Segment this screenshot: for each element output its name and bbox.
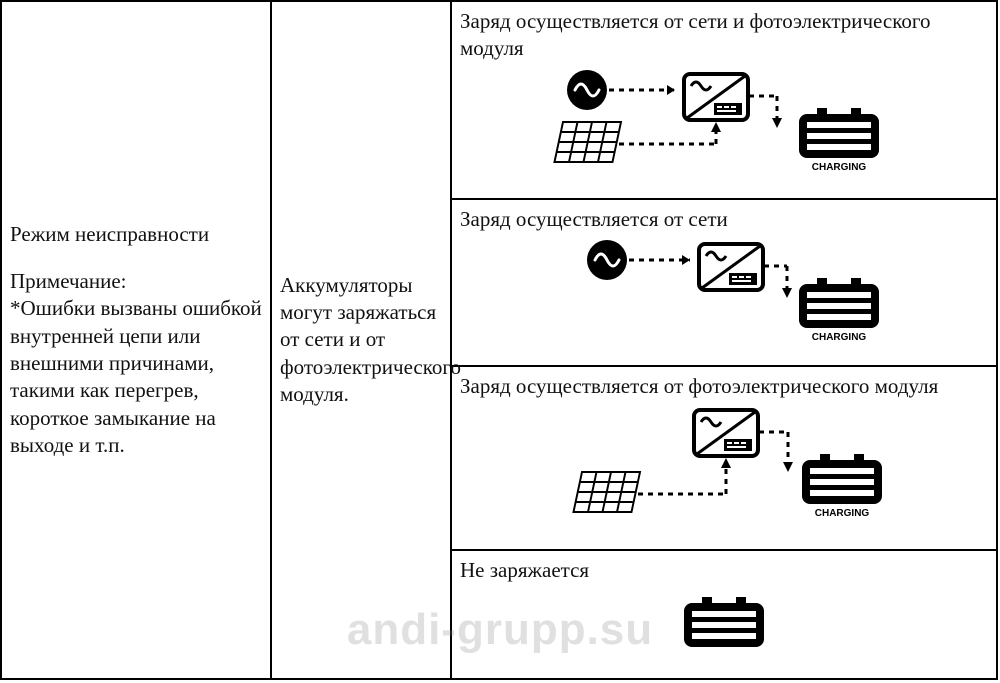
inverter-icon — [684, 74, 748, 120]
battery-icon: CHARGING — [799, 278, 879, 343]
note-label: Примечание: — [10, 268, 262, 295]
battery-icon: CHARGING — [799, 108, 879, 173]
diagram-no-charge — [460, 590, 988, 660]
charging-label: CHARGING — [815, 508, 870, 519]
row-grid-and-pv: Заряд осуществляется от сети и фотоэлект… — [451, 1, 997, 199]
row3-caption: Заряд осуществляется от фотоэлектрическо… — [460, 373, 988, 400]
row4-caption: Не заряжается — [460, 557, 988, 584]
mode-table: Режим неисправности Примечание: *Ошибки … — [0, 0, 998, 680]
diagram-pv-only: CHARGING — [460, 406, 988, 526]
row-no-charge: Не заряжается — [451, 550, 997, 679]
charging-label: CHARGING — [812, 162, 867, 173]
col-description: Аккумуляторы могут заряжаться от сети и … — [271, 1, 451, 679]
charging-label: CHARGING — [812, 332, 867, 343]
mode-title: Режим неисправности — [10, 221, 262, 248]
battery-icon — [684, 597, 764, 647]
solar-panel-icon — [554, 122, 621, 162]
battery-icon: CHARGING — [802, 454, 882, 519]
ac-source-icon — [587, 240, 627, 280]
row-grid-only: Заряд осуществляется от сети — [451, 199, 997, 366]
solar-panel-icon — [573, 472, 640, 512]
col-mode: Режим неисправности Примечание: *Ошибки … — [1, 1, 271, 679]
inverter-icon — [694, 410, 758, 456]
row2-caption: Заряд осуществляется от сети — [460, 206, 988, 233]
diagram-grid-only: CHARGING — [460, 239, 988, 344]
row1-caption: Заряд осуществляется от сети и фотоэлект… — [460, 8, 988, 63]
ac-source-icon — [567, 70, 607, 110]
description-text: Аккумуляторы могут заряжаться от сети и … — [280, 272, 442, 408]
row-pv-only: Заряд осуществляется от фотоэлектрическо… — [451, 366, 997, 550]
inverter-icon — [699, 244, 763, 290]
note-body: *Ошибки вызваны ошибкой внутренней цепи … — [10, 295, 262, 459]
diagram-grid-and-pv: CHARGING — [460, 69, 988, 174]
